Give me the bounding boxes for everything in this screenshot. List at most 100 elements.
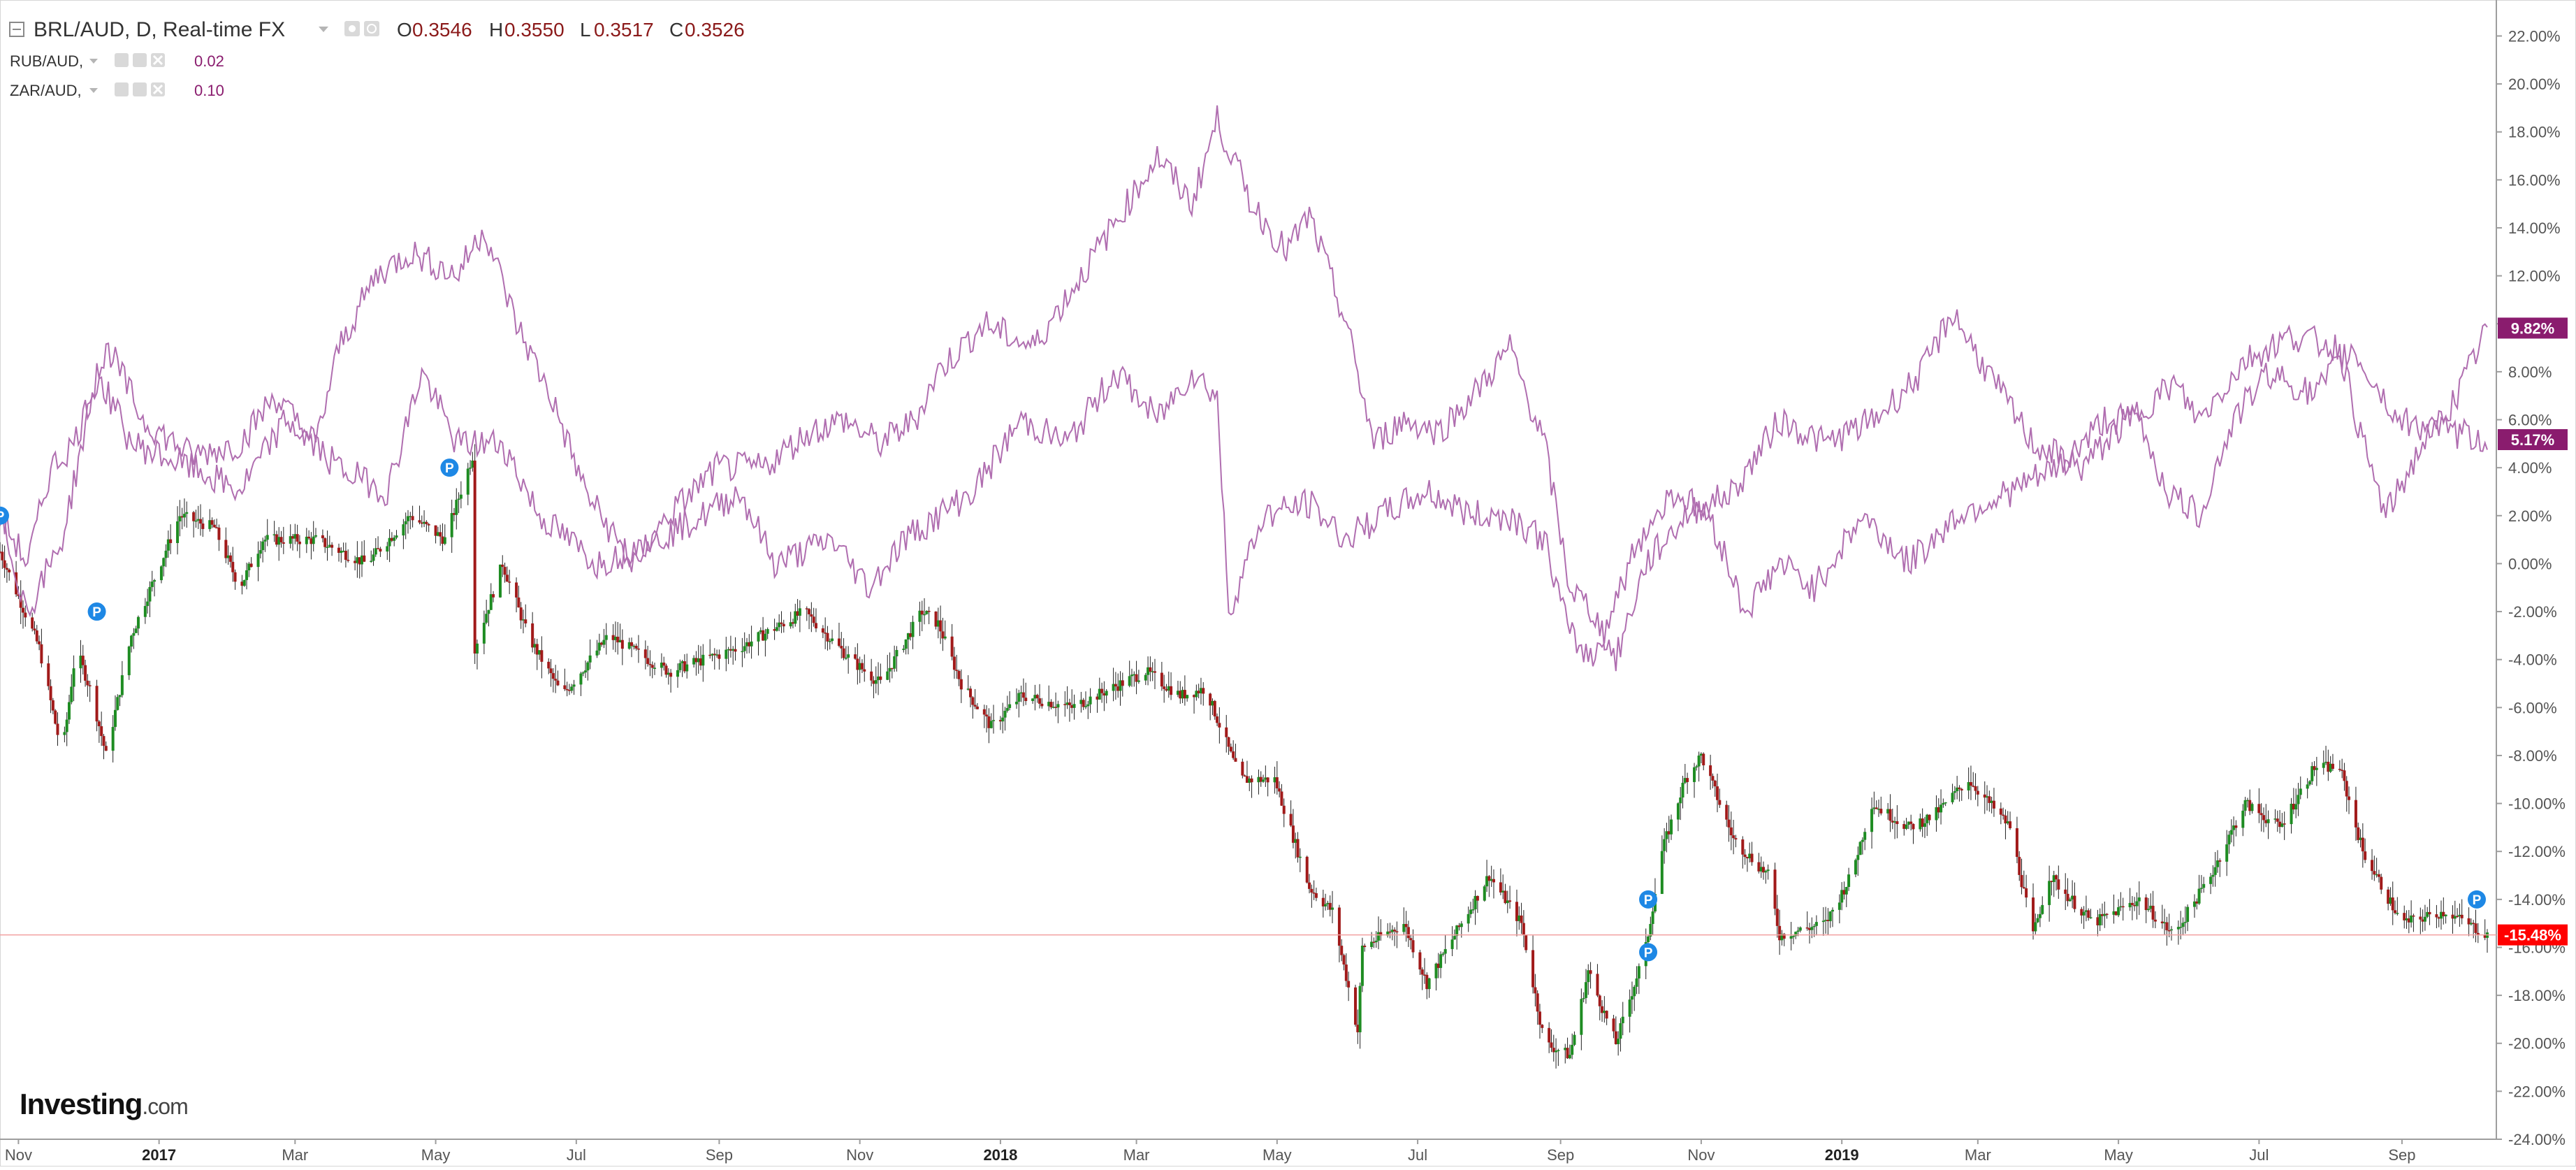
marker-icon (1639, 890, 1658, 909)
candle-up (893, 656, 896, 669)
candle-up (1137, 680, 1140, 682)
x-tick-label: 2017 (142, 1146, 176, 1164)
candle-up (127, 647, 131, 676)
candle-up (1926, 814, 1929, 823)
candle-down (909, 633, 912, 637)
candle-down (1807, 927, 1811, 930)
candle-down (427, 523, 430, 526)
candle-up (1840, 890, 1844, 903)
price-axis[interactable]: 22.00%20.00%18.00%16.00%14.00%12.00%10.0… (2496, 27, 2566, 1148)
symbol-dropdown-icon[interactable] (319, 27, 328, 32)
overlay-settings-gear-icon[interactable] (133, 82, 147, 96)
candle-down (2472, 923, 2475, 924)
candle-up (498, 564, 502, 598)
candle-down (2391, 897, 2394, 911)
candle-down (2428, 911, 2431, 915)
overlay-dropdown-icon[interactable] (89, 88, 98, 93)
candle-down (1702, 753, 1705, 766)
candle-up (581, 672, 585, 674)
candle-down (17, 594, 20, 596)
series-line-zar-aud (0, 342, 2488, 667)
overlay-settings-gear-icon[interactable] (133, 53, 147, 67)
candle-up (1630, 996, 1633, 1000)
candle-down (1197, 691, 1200, 694)
y-tick-label: -10.00% (2508, 795, 2566, 813)
overlay-symbol-rub[interactable]: RUB/AUD, (10, 52, 83, 70)
candle-up (2241, 810, 2245, 828)
legend-overlay-rub[interactable]: RUB/AUD, 0.02 (10, 52, 224, 70)
main-symbol[interactable]: BRL/AUD, D, Real-time FX (34, 18, 285, 41)
candle-up (1324, 904, 1327, 907)
candle-down (814, 623, 817, 629)
candle-down (425, 521, 428, 524)
candle-up (120, 675, 124, 695)
candle-up (1374, 940, 1378, 943)
candle-down (2260, 813, 2263, 816)
candle-down (31, 617, 34, 629)
candle-down (1709, 765, 1712, 777)
candle-up (136, 616, 140, 629)
y-tick-label: -24.00% (2508, 1131, 2566, 1148)
candle-down (952, 656, 956, 670)
candle-down (683, 661, 686, 672)
candle-down (1614, 1031, 1617, 1044)
candle-down (1193, 695, 1196, 698)
legend-main[interactable]: BRL/AUD, D, Real-time FX O 0.3546 H 0.35… (9, 18, 745, 41)
candle-down (824, 633, 827, 634)
candle-down (102, 736, 105, 746)
candle-down (1976, 790, 1979, 795)
candle-up (521, 619, 525, 621)
overlay-visibility-icon[interactable] (115, 53, 129, 67)
candle-down (630, 642, 634, 647)
candle-up (393, 537, 396, 541)
candle-down (1035, 695, 1039, 699)
candle-down (1912, 823, 1915, 830)
candle-up (166, 539, 170, 551)
candle-down (2066, 893, 2069, 902)
candle-down (1743, 854, 1747, 858)
candle-down (669, 672, 673, 677)
candle-up (595, 650, 599, 656)
candle-down (2483, 934, 2487, 938)
candle-up (1105, 691, 1108, 696)
overlay-visibility-icon[interactable] (115, 82, 129, 96)
candle-down (104, 746, 108, 751)
candle-up (148, 586, 152, 602)
candle-up (1844, 886, 1848, 895)
overlay-symbol-zar[interactable]: ZAR/AUD, (10, 82, 82, 99)
candle-up (1603, 1011, 1606, 1013)
candle-up (289, 536, 292, 544)
candle-down (1209, 693, 1212, 706)
y-tick-label: -4.00% (2508, 651, 2557, 669)
candle-down (296, 534, 299, 542)
candle-down (452, 513, 456, 515)
candle-up (457, 498, 460, 500)
candle-down (1241, 761, 1244, 776)
candle-up (895, 650, 898, 657)
candle-down (1983, 794, 1986, 798)
time-axis[interactable]: Nov 2017 Mar May Jul Sep Nov 2018 Mar May Jul Sep No… (5, 1139, 2416, 1164)
price-tag-label: -15.48% (2504, 927, 2561, 944)
candle-down (791, 622, 794, 624)
high-value: 0.3550 (504, 19, 565, 41)
candle-up (1176, 691, 1179, 695)
candle-up (966, 688, 970, 690)
candle-up (2176, 927, 2180, 930)
overlay-dropdown-icon[interactable] (89, 59, 98, 64)
candle-up (1390, 930, 1394, 932)
candle-up (261, 541, 265, 551)
candle-down (1314, 893, 1318, 898)
candle-up (618, 640, 622, 643)
candle-down (636, 648, 640, 650)
candle-down (169, 539, 173, 543)
candle-down (1741, 839, 1745, 855)
legend-overlay-zar[interactable]: ZAR/AUD, 0.10 (10, 82, 224, 99)
candle-down (2133, 904, 2137, 907)
candle-down (1379, 932, 1383, 936)
candle-down (1566, 1048, 1569, 1059)
settings-gear-icon[interactable] (364, 21, 379, 36)
candle-down (337, 547, 341, 553)
low-value: 0.3517 (594, 19, 654, 41)
